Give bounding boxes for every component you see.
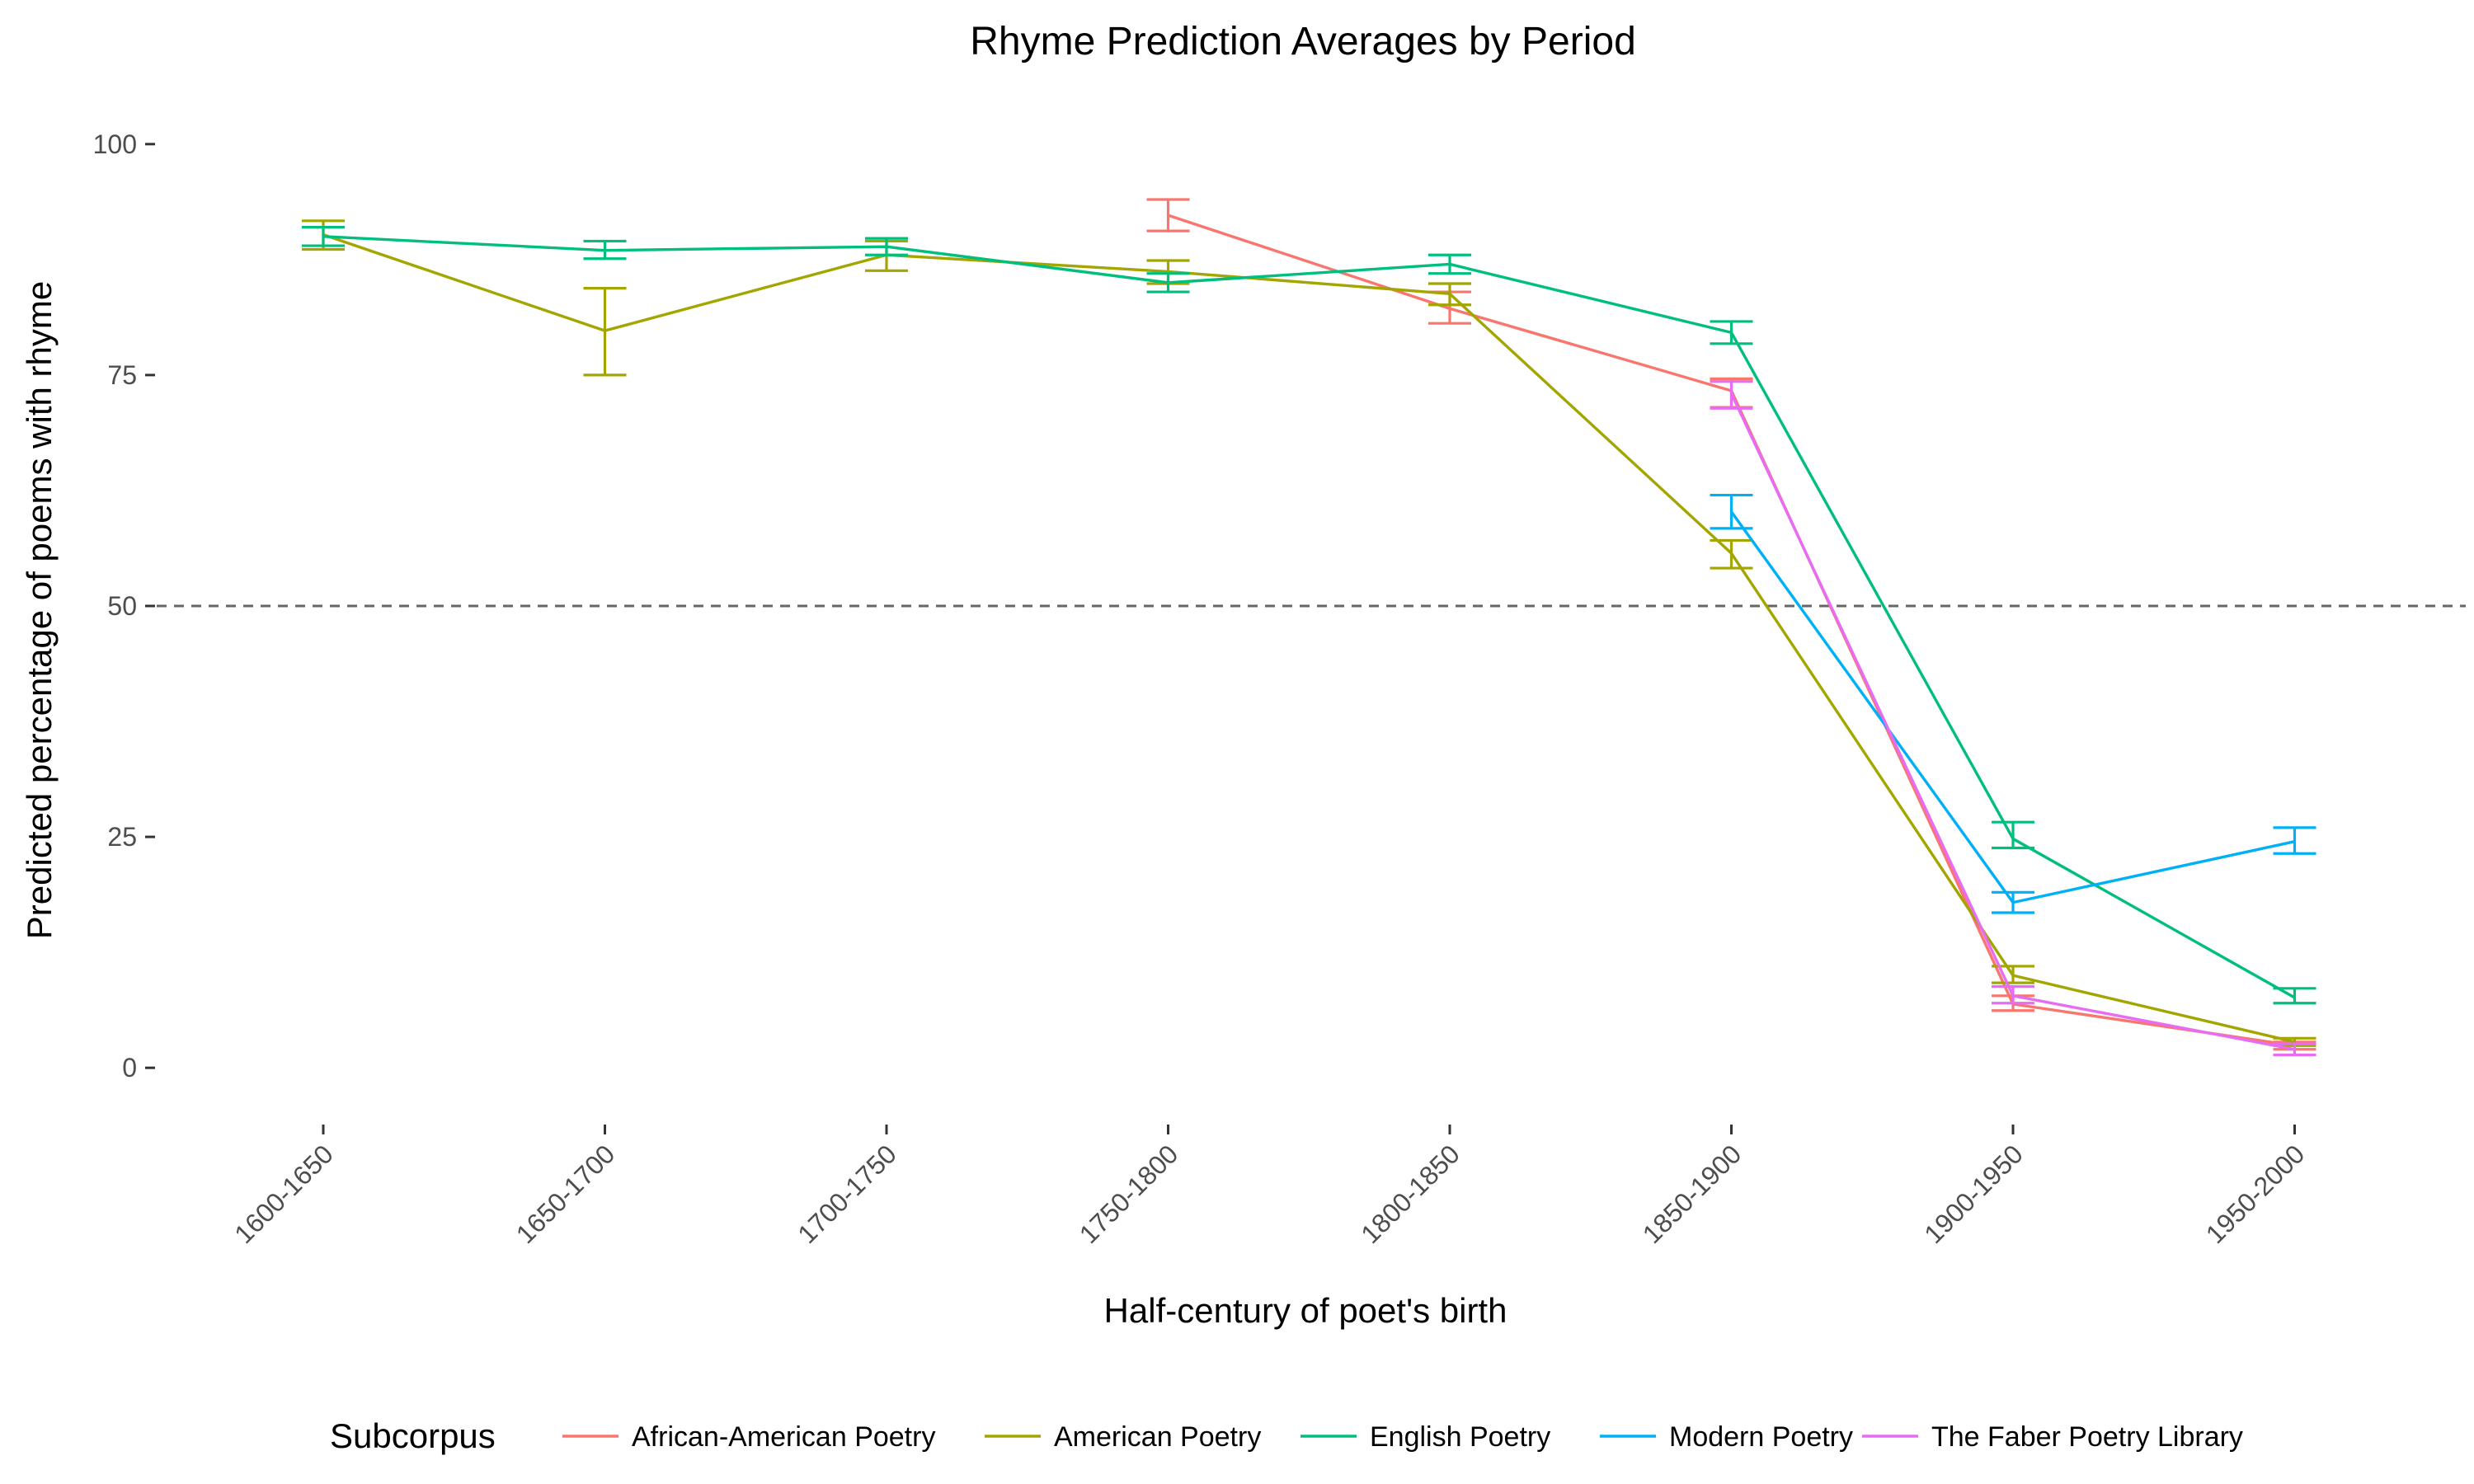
y-axis: 0 25 50 75 100	[93, 129, 155, 1082]
series-line	[322, 235, 2296, 999]
series-line	[1729, 392, 2295, 1051]
y-axis-title: Predicted percentage of poems with rhyme	[20, 281, 59, 939]
x-tick-label: 1600-1650	[228, 1139, 339, 1249]
y-tick-label: 75	[107, 360, 137, 390]
series-line	[322, 233, 2295, 1044]
series-line	[1730, 510, 2295, 904]
legend-item: American Poetry	[985, 1421, 1261, 1453]
chart-title: Rhyme Prediction Averages by Period	[970, 20, 1636, 63]
legend-item: English Poetry	[1300, 1421, 1550, 1453]
y-tick-label: 50	[107, 591, 137, 621]
legend-item: African-American Poetry	[562, 1421, 935, 1453]
x-tick-label: 1900-1950	[1918, 1139, 2029, 1249]
plot-series	[302, 198, 2316, 1057]
x-tick-label: 1950-2000	[2200, 1139, 2311, 1249]
x-tick-label: 1800-1850	[1355, 1139, 1465, 1249]
x-axis: 1600-1650 1650-1700 1700-1750 1750-1800 1800…	[228, 1125, 2310, 1249]
error-bar	[2273, 826, 2316, 855]
legend-label: English Poetry	[1370, 1421, 1550, 1453]
series-american-poetry	[302, 219, 2316, 1047]
error-bar	[1992, 820, 2034, 850]
legend-label: African-American Poetry	[632, 1421, 935, 1453]
legend: Subcorpus African-American Poetry America…	[330, 1416, 2243, 1455]
legend-label: Modern Poetry	[1669, 1421, 1853, 1453]
x-tick-label: 1700-1750	[792, 1139, 902, 1249]
legend-label: American Poetry	[1054, 1421, 1261, 1453]
y-tick-label: 0	[122, 1053, 137, 1082]
legend-items: African-American Poetry American Poetry En…	[562, 1421, 2243, 1453]
legend-title: Subcorpus	[330, 1416, 496, 1455]
y-tick-label: 100	[93, 129, 137, 159]
x-tick-label: 1650-1700	[510, 1139, 621, 1249]
legend-item: Modern Poetry	[1600, 1421, 1853, 1453]
y-tick-label: 25	[107, 822, 137, 852]
legend-item: The Faber Poetry Library	[1862, 1421, 2243, 1453]
legend-label: The Faber Poetry Library	[1931, 1421, 2243, 1453]
series-english-poetry	[302, 226, 2316, 1005]
x-tick-label: 1750-1800	[1074, 1139, 1184, 1249]
x-axis-title: Half-century of poet's birth	[1104, 1291, 1507, 1330]
series-the-faber-poetry-library	[1710, 380, 2316, 1057]
x-tick-label: 1850-1900	[1637, 1139, 1747, 1249]
series-modern-poetry	[1710, 493, 2316, 914]
